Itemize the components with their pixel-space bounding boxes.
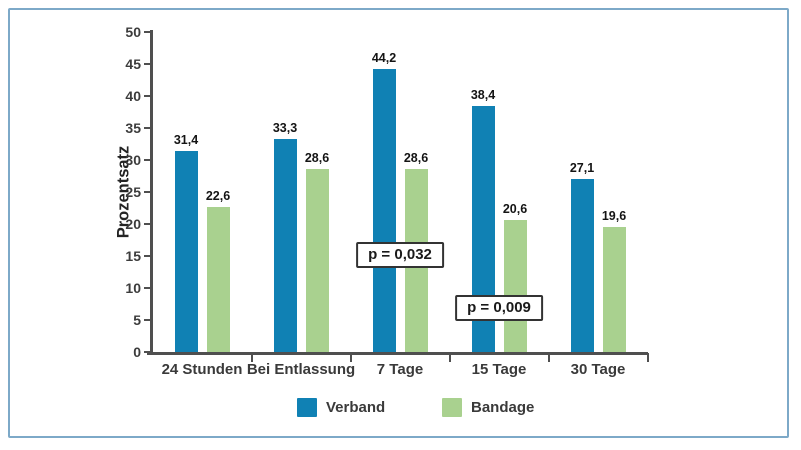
legend-item-bandage: Bandage — [442, 398, 534, 417]
p-value-annotation: p = 0,032 — [356, 241, 444, 268]
y-tick-label: 10 — [125, 280, 141, 296]
x-axis-label: Bei Entlassung — [246, 361, 356, 378]
bar-value-label: 28,6 — [304, 150, 330, 165]
bar-value-label: 38,4 — [470, 88, 496, 103]
y-tick — [144, 287, 150, 289]
x-tick — [349, 353, 352, 362]
bar-value-label: 27,1 — [569, 160, 595, 175]
bar-value-label: 31,4 — [173, 133, 199, 148]
x-tick — [646, 353, 649, 362]
y-tick-label: 15 — [125, 248, 141, 264]
y-tick — [144, 319, 150, 321]
bar-verband — [471, 106, 495, 352]
bar-value-label: 19,6 — [601, 208, 627, 223]
x-axis-label: 7 Tage — [376, 361, 424, 378]
y-tick-label: 20 — [125, 216, 141, 232]
x-axis-label: 24 Stunden — [161, 361, 243, 378]
y-tick — [144, 255, 150, 257]
legend-label-verband: Verband — [326, 399, 386, 416]
legend-label-bandage: Bandage — [471, 399, 535, 416]
y-tick-label: 50 — [125, 24, 141, 40]
y-tick — [144, 127, 150, 129]
bar-verband — [273, 138, 297, 352]
figure-border — [8, 8, 789, 438]
bar-value-label: 22,6 — [205, 189, 231, 204]
bar-bandage — [305, 168, 329, 352]
x-axis-label: 15 Tage — [471, 361, 527, 378]
y-tick-label: 35 — [125, 120, 141, 136]
y-tick-label: 30 — [125, 152, 141, 168]
bar-value-label: 20,6 — [502, 202, 528, 217]
legend-swatch-verband — [297, 398, 317, 417]
y-tick — [144, 95, 150, 97]
x-tick — [448, 353, 451, 362]
x-axis-label: 30 Tage — [570, 361, 626, 378]
bar-verband — [174, 151, 198, 352]
x-tick — [547, 353, 550, 362]
y-tick — [144, 223, 150, 225]
bar-bandage — [602, 226, 626, 352]
bar-value-label: 44,2 — [371, 51, 397, 66]
bar-verband — [372, 69, 396, 352]
y-tick — [144, 31, 150, 33]
bar-bandage — [503, 220, 527, 352]
y-tick-label: 0 — [133, 344, 141, 360]
y-tick — [144, 159, 150, 161]
bar-value-label: 28,6 — [403, 150, 429, 165]
bar-verband — [570, 178, 594, 352]
p-value-annotation: p = 0,009 — [455, 294, 543, 321]
bar-bandage — [206, 207, 230, 352]
y-tick-label: 5 — [133, 312, 141, 328]
legend-item-verband: Verband — [297, 398, 385, 417]
y-tick-label: 25 — [125, 184, 141, 200]
y-tick-label: 40 — [125, 88, 141, 104]
y-tick — [144, 63, 150, 65]
y-tick — [144, 191, 150, 193]
x-axis-line — [147, 352, 648, 355]
y-tick-label: 45 — [125, 56, 141, 72]
y-tick — [144, 351, 150, 353]
bar-value-label: 33,3 — [272, 120, 298, 135]
legend-swatch-bandage — [442, 398, 462, 417]
y-axis-line — [150, 30, 153, 354]
x-tick — [250, 353, 253, 362]
